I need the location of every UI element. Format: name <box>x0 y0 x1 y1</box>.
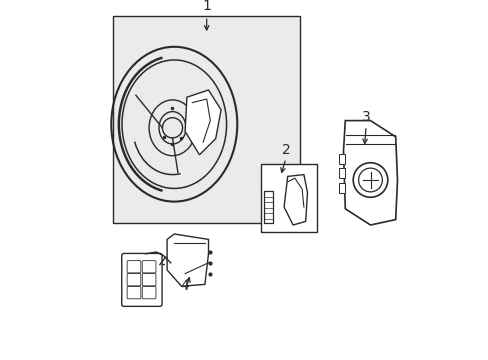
Text: 3: 3 <box>361 110 370 124</box>
Polygon shape <box>185 90 221 155</box>
Bar <box>339 168 344 178</box>
Bar <box>264 191 273 223</box>
Text: 4: 4 <box>181 279 189 293</box>
FancyBboxPatch shape <box>127 274 141 286</box>
FancyBboxPatch shape <box>142 274 156 286</box>
FancyBboxPatch shape <box>127 261 141 273</box>
FancyBboxPatch shape <box>142 261 156 273</box>
FancyBboxPatch shape <box>122 253 162 306</box>
Bar <box>113 16 300 223</box>
FancyBboxPatch shape <box>127 287 141 299</box>
Bar <box>339 154 344 164</box>
Polygon shape <box>343 121 397 225</box>
Bar <box>339 183 344 193</box>
Text: 2: 2 <box>281 143 290 157</box>
Polygon shape <box>167 234 208 286</box>
Bar <box>260 164 316 232</box>
Polygon shape <box>284 175 307 225</box>
Text: 1: 1 <box>202 0 211 13</box>
FancyBboxPatch shape <box>142 287 156 299</box>
